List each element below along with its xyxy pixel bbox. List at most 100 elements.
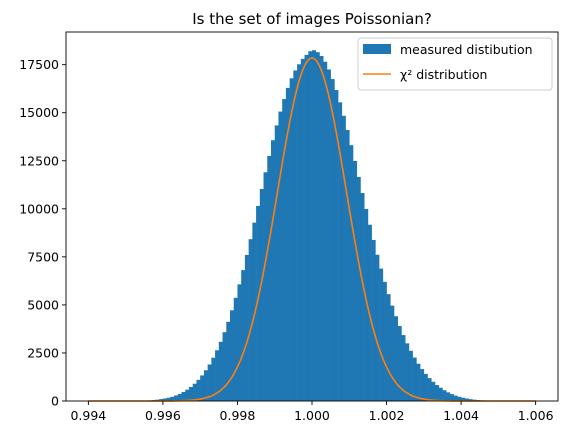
histogram-bar	[267, 155, 272, 401]
histogram-bar	[278, 111, 283, 402]
histogram-bar	[405, 343, 410, 401]
histogram-bar	[207, 364, 212, 401]
histogram-bars	[144, 50, 488, 402]
histogram-bar	[192, 383, 197, 401]
histogram-bar	[330, 79, 335, 401]
histogram-bar	[170, 396, 175, 401]
histogram-bar	[375, 254, 380, 401]
histogram-bar	[248, 239, 253, 401]
histogram-bar	[263, 172, 268, 401]
histogram-bar	[222, 332, 227, 401]
histogram-bar	[386, 294, 391, 401]
chart-title: Is the set of images Poissonian?	[192, 10, 432, 28]
histogram-bar	[259, 189, 264, 401]
histogram-bar	[308, 51, 313, 401]
histogram-bar	[241, 270, 246, 401]
y-tick-label: 15000	[19, 105, 59, 120]
histogram-bar	[382, 281, 387, 401]
histogram-bar	[159, 399, 164, 401]
histogram-bar	[282, 99, 287, 402]
histogram-bar	[230, 310, 235, 401]
histogram-bar	[438, 387, 443, 401]
histogram-bar	[312, 50, 317, 401]
histogram-bar	[196, 379, 201, 401]
histogram-bar	[174, 395, 179, 401]
histogram-bar	[297, 64, 302, 401]
histogram-bar	[181, 391, 186, 401]
histogram-bar	[189, 386, 194, 401]
histogram-bar	[431, 381, 436, 401]
histogram-bar	[323, 61, 328, 401]
histogram-bar	[326, 69, 331, 401]
y-tick-label: 0	[51, 394, 59, 409]
histogram-bar	[453, 395, 458, 401]
histogram-bar	[166, 397, 171, 401]
histogram-bar	[244, 254, 249, 401]
histogram-bar	[360, 193, 365, 401]
histogram-bar	[338, 102, 343, 401]
y-tick-label: 10000	[19, 201, 59, 216]
x-tick-label: 1.004	[443, 408, 479, 423]
histogram-bar	[416, 363, 421, 401]
histogram-bar	[408, 350, 413, 401]
x-tick-label: 1.002	[369, 408, 405, 423]
histogram-bar	[185, 389, 190, 401]
histogram-bar	[237, 284, 242, 401]
histogram-bar	[397, 326, 402, 401]
histogram-bar	[446, 392, 451, 401]
y-tick-label: 17500	[19, 57, 59, 72]
histogram-bar	[420, 369, 425, 401]
histogram-bar	[200, 375, 205, 401]
x-tick-label: 0.994	[70, 408, 106, 423]
histogram-bar	[379, 268, 384, 401]
y-tick-label: 2500	[27, 345, 59, 360]
histogram-bar	[319, 56, 324, 401]
histogram-bar	[364, 209, 369, 401]
y-tick-label: 7500	[27, 249, 59, 264]
x-tick-label: 1.000	[294, 408, 330, 423]
legend-swatch-measured	[363, 44, 391, 54]
histogram-bar	[345, 130, 350, 401]
histogram-bar	[449, 394, 454, 401]
histogram-bar	[293, 70, 298, 401]
histogram-bar	[300, 58, 305, 401]
histogram-bar	[457, 396, 462, 401]
legend-label-measured: measured distibution	[400, 42, 533, 57]
histogram-bar	[401, 335, 406, 401]
histogram-bar	[349, 145, 354, 401]
histogram-bar	[442, 390, 447, 401]
histogram-bar	[341, 115, 346, 401]
histogram-bar	[211, 357, 216, 401]
y-axis: 0 2500 5000 7500 10000 12500 15000 17500	[19, 57, 66, 409]
histogram-bar	[461, 397, 466, 401]
histogram-bar	[256, 205, 261, 401]
y-tick-label: 5000	[27, 297, 59, 312]
histogram-bar	[203, 370, 208, 401]
histogram-bar	[315, 52, 320, 401]
histogram-bar	[435, 385, 440, 401]
histogram-bar	[353, 160, 358, 401]
histogram-bar	[226, 321, 231, 401]
histogram-bar	[274, 125, 279, 401]
histogram-bar	[356, 176, 361, 401]
x-tick-label: 1.006	[518, 408, 554, 423]
histogram-bar	[334, 90, 339, 402]
histogram-bar	[390, 305, 395, 401]
histogram-bar	[371, 239, 376, 401]
histogram-bar	[427, 378, 432, 401]
histogram-bar	[215, 350, 220, 401]
x-tick-label: 0.996	[145, 408, 181, 423]
histogram-bar	[162, 398, 167, 401]
histogram-bar	[423, 373, 428, 401]
legend: measured distibution χ² distribution	[357, 37, 553, 91]
legend-box	[357, 37, 553, 91]
histogram-bar	[412, 357, 417, 401]
legend-label-chi2: χ² distribution	[400, 67, 487, 82]
histogram-bar	[177, 393, 182, 401]
histogram-bar	[233, 297, 238, 401]
histogram-bar	[464, 398, 469, 401]
histogram-bar	[394, 316, 399, 401]
histogram-bar	[285, 87, 290, 401]
histogram-bar	[468, 399, 473, 401]
